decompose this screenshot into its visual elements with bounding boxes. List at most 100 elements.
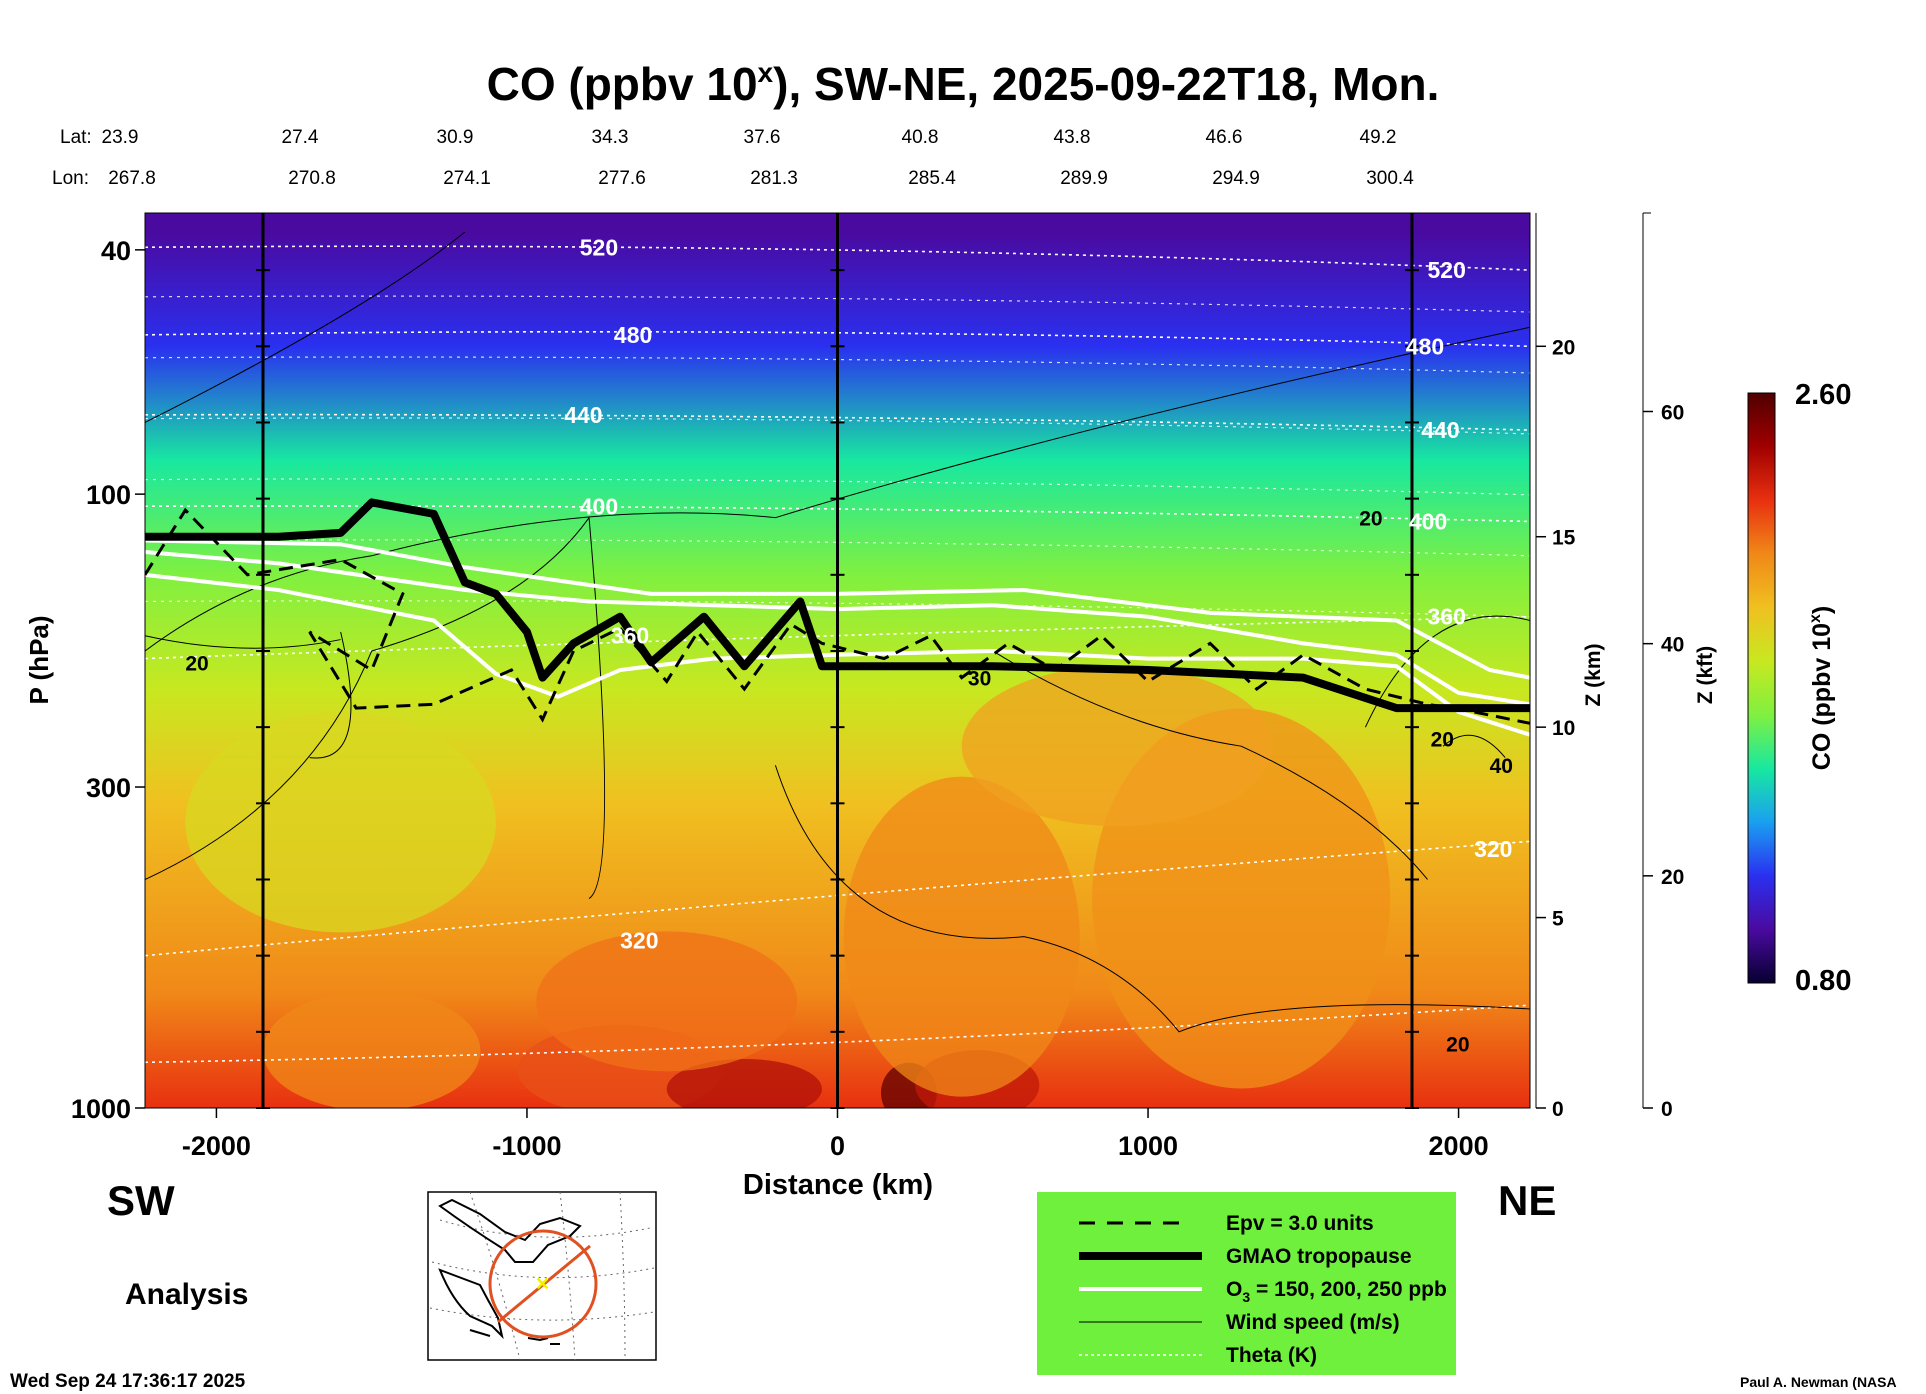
- z-km-label: Z (km): [1582, 644, 1605, 707]
- x-axis-label: Distance (km): [743, 1169, 933, 1201]
- sw-label: SW: [107, 1177, 175, 1224]
- inset-map-range-circle: [488, 1229, 598, 1339]
- inset-map-islands: [469, 1329, 560, 1345]
- ozone-contour-2: [145, 538, 1530, 680]
- epv-path: [145, 507, 1530, 725]
- legend-wind-label: Wind speed (m/s): [1226, 1311, 1400, 1334]
- legend-background: [1037, 1192, 1456, 1375]
- z-kft-tick-label: 0: [1661, 1098, 1673, 1121]
- z-kft-label: Z (kft): [1694, 646, 1717, 704]
- wind-contour: [588, 517, 606, 899]
- wind-contour: [145, 231, 466, 423]
- wind-contour: [1442, 734, 1506, 758]
- theta-contour-400: [145, 505, 1530, 523]
- lon-value: 300.4: [1366, 168, 1414, 189]
- inset-map-grid: [429, 1191, 655, 1361]
- y-tick-label: 1000: [71, 1094, 131, 1124]
- x-axis: -2000 -1000 0 1000 2000: [182, 1108, 1489, 1161]
- z-km-axis: 0 5 10 15 20: [1535, 213, 1576, 1121]
- z-kft-tick-label: 40: [1661, 634, 1684, 657]
- theta-label: 400: [1409, 508, 1447, 534]
- z-km-tick-label: 5: [1552, 908, 1564, 931]
- ozone-contours: [145, 538, 1530, 737]
- wind-contour: [145, 517, 590, 880]
- y-tick-label: 40: [101, 236, 131, 266]
- z-km-tick-label: 20: [1552, 336, 1575, 359]
- ozone-contour-1: [145, 572, 1530, 737]
- co-anomaly: [961, 666, 1273, 827]
- lon-value: 270.8: [288, 168, 336, 189]
- x-tick-label: 1000: [1118, 1131, 1178, 1161]
- theta-label: 480: [1406, 333, 1444, 359]
- theta-label: 440: [1421, 417, 1459, 443]
- wind-contour: [774, 765, 1530, 1033]
- legend-epv-label: Epv = 3.0 units: [1226, 1212, 1374, 1235]
- lon-value: 294.9: [1212, 168, 1260, 189]
- wind-contour: [309, 631, 352, 759]
- colorbar: [1747, 392, 1776, 984]
- credit: Paul A. Newman (NASA: [1740, 1374, 1897, 1390]
- theta-label: 440: [564, 402, 602, 428]
- lat-value: 49.2: [1360, 127, 1397, 148]
- colorbar-max-label: 2.60: [1795, 379, 1851, 411]
- tropopause-line: [145, 498, 1530, 713]
- timestamp: Wed Sep 24 17:36:17 2025: [10, 1371, 246, 1392]
- x-tick-label: 2000: [1429, 1131, 1489, 1161]
- theta-contour-minor: [145, 417, 1530, 435]
- theta-label: 520: [1428, 257, 1466, 283]
- theta-label: 320: [620, 927, 658, 953]
- x-tick-label: 0: [830, 1131, 845, 1161]
- wind-contour: [145, 635, 341, 649]
- epv-line: [145, 507, 1530, 725]
- co-anomaly: [185, 712, 496, 933]
- inset-map-center-marker: ✕: [535, 1274, 550, 1294]
- wind-label: 20: [1431, 729, 1454, 752]
- lat-lon-header: Lat: Lon: 23.9 27.4 30.9 34.3 37.6 40.8 43.8 46…: [52, 127, 1414, 189]
- lat-value: 30.9: [437, 127, 474, 148]
- theta-contour-520: [145, 245, 1530, 271]
- co-anomaly: [536, 931, 798, 1072]
- theta-contour-minor: [145, 539, 1530, 557]
- theta-contour-440: [145, 413, 1530, 431]
- lon-value: 281.3: [750, 168, 798, 189]
- z-km-tick-label: 15: [1552, 527, 1576, 550]
- inset-map-section-line: [497, 1244, 591, 1324]
- section-markers: [256, 213, 1419, 1109]
- theta-label: 520: [580, 234, 618, 260]
- ozone-contour-0: [145, 549, 1530, 707]
- inset-map-coastline: [438, 1198, 582, 1340]
- lat-value: 46.6: [1206, 127, 1243, 148]
- wind-label: 20: [1359, 508, 1382, 531]
- lat-value: 27.4: [282, 127, 319, 148]
- theta-contour-minor: [145, 295, 1530, 313]
- wind-contour: [145, 326, 1530, 652]
- y-axis: 40 100 300 1000: [71, 236, 145, 1124]
- z-kft-tick-label: 20: [1661, 866, 1684, 889]
- wind-label: 20: [1446, 1033, 1469, 1056]
- y-tick-label: 300: [86, 773, 131, 803]
- z-km-tick-label: 0: [1552, 1098, 1564, 1121]
- z-km-tick-label: 10: [1552, 717, 1575, 740]
- co-anomalies: [185, 666, 1391, 1108]
- y-axis-label: P (hPa): [24, 615, 54, 704]
- theta-label: 320: [1474, 836, 1512, 862]
- lat-value: 43.8: [1054, 127, 1091, 148]
- lon-value: 285.4: [908, 168, 956, 189]
- theta-label: 360: [611, 623, 649, 649]
- tropopause-path: [145, 498, 1530, 713]
- lon-value: 277.6: [598, 168, 646, 189]
- contour-labels: 520 480 440 400 360 320 320 520 480 440 400 360 20 20…: [185, 234, 1513, 1056]
- legend-tropopause-label: GMAO tropopause: [1226, 1245, 1412, 1268]
- x-tick-label: -1000: [492, 1131, 561, 1161]
- lat-label: Lat:: [60, 127, 92, 148]
- co-anomaly: [263, 990, 481, 1108]
- lat-value: 37.6: [744, 127, 781, 148]
- theta-label: 400: [580, 493, 618, 519]
- theta-contour-minor: [145, 478, 1530, 496]
- legend-theta-label: Theta (K): [1226, 1344, 1317, 1367]
- lon-value: 274.1: [443, 168, 491, 189]
- lon-label: Lon:: [52, 168, 89, 189]
- y-tick-label: 100: [86, 480, 131, 510]
- theta-contour-minor: [145, 600, 1530, 618]
